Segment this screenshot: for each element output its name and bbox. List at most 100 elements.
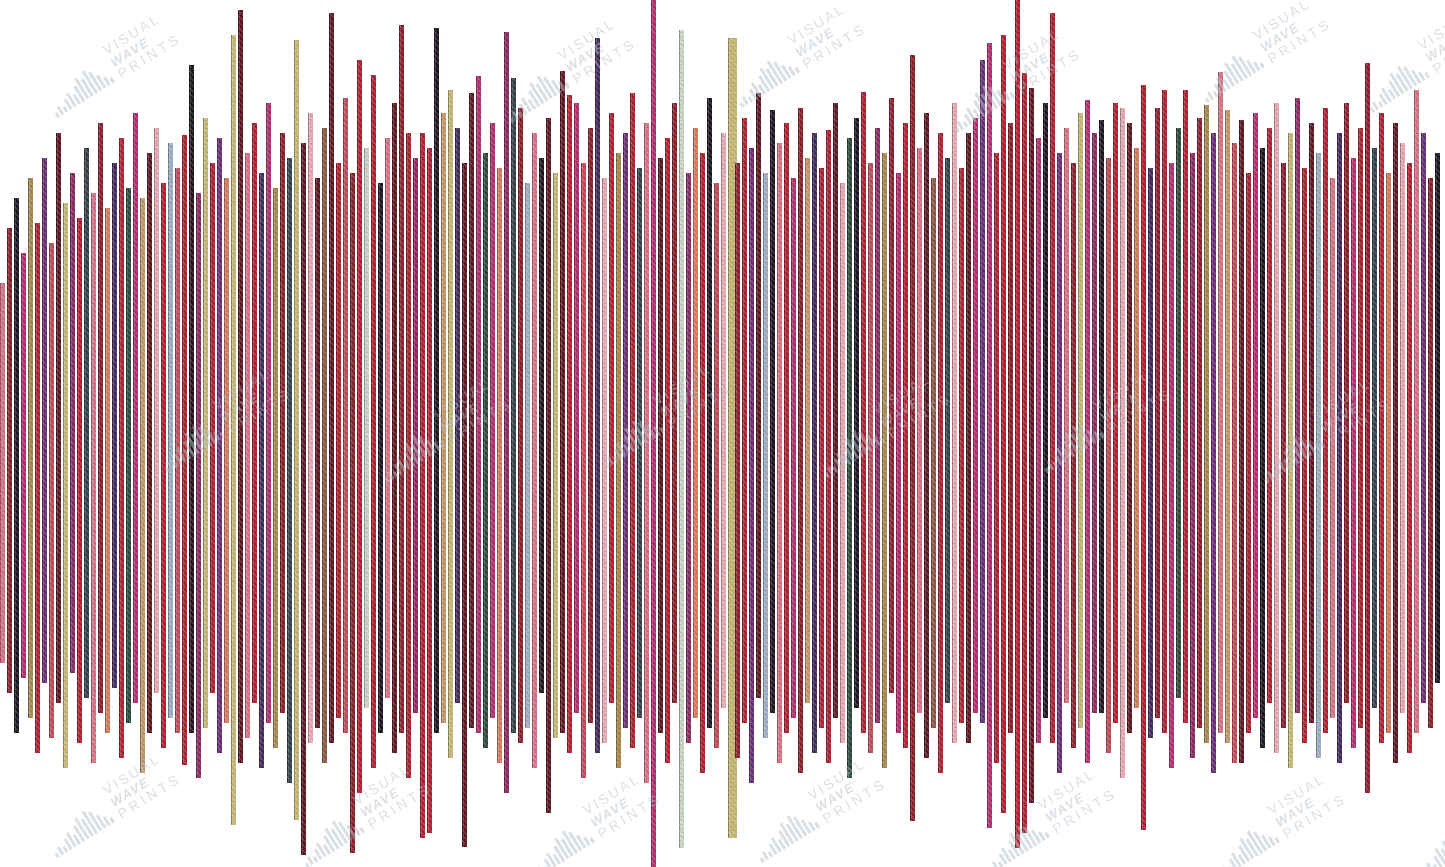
waveform-bar <box>357 60 362 793</box>
waveform-bar <box>791 178 796 718</box>
waveform-bar <box>1400 143 1405 713</box>
waveform-bar <box>1323 108 1328 733</box>
waveform-bar <box>1036 138 1041 743</box>
waveform-bar <box>133 113 138 703</box>
waveform-bar <box>644 123 649 783</box>
waveform-bar <box>343 98 348 733</box>
waveform-bar <box>287 158 292 783</box>
waveform-bar <box>441 113 446 723</box>
waveform-bar <box>805 158 810 703</box>
waveform-bar <box>945 158 950 703</box>
waveform-bar <box>1001 35 1006 813</box>
waveform-bar <box>623 133 628 728</box>
waveform-bar <box>147 153 152 733</box>
waveform-bar <box>959 168 964 723</box>
waveform-bar <box>1141 85 1146 830</box>
waveform-bar <box>679 30 684 848</box>
waveform-bar <box>280 133 285 713</box>
waveform-bar <box>1225 110 1230 743</box>
waveform-bar <box>427 148 432 833</box>
waveform-bar <box>1393 123 1398 763</box>
waveform-bar <box>490 123 495 718</box>
waveform-bar <box>903 123 908 748</box>
waveform-bar <box>259 173 264 768</box>
waveform-bar <box>1358 128 1363 728</box>
waveform-bar <box>532 133 537 768</box>
waveform-bar <box>1120 108 1125 778</box>
waveform-bar <box>140 198 145 773</box>
waveform-bar <box>448 90 453 758</box>
waveform-bar <box>994 153 999 763</box>
waveform-bar <box>1288 133 1293 768</box>
waveform-bar <box>665 138 670 763</box>
waveform-bar <box>1204 105 1209 743</box>
waveform-bar <box>1386 173 1391 733</box>
waveform-bar <box>224 178 229 723</box>
waveform-bar <box>889 98 894 693</box>
waveform-bar <box>966 133 971 743</box>
waveform-bar <box>1183 90 1188 723</box>
waveform-bar <box>847 138 852 778</box>
waveform-bar <box>189 65 194 733</box>
waveform-bar <box>1253 113 1258 718</box>
waveform-bar <box>1176 128 1181 698</box>
waveform-bar <box>1071 163 1076 748</box>
waveform-bar <box>77 218 82 743</box>
waveform-bar <box>770 110 775 713</box>
waveform-bar <box>1148 168 1153 738</box>
waveform-bar <box>651 0 656 867</box>
waveform-bar <box>1274 103 1279 753</box>
waveform-bar <box>581 163 586 778</box>
waveform-bar <box>1295 98 1300 713</box>
waveform-bar <box>364 148 369 708</box>
waveform-bar <box>63 203 68 768</box>
waveform-bar <box>560 71 565 733</box>
waveform-bar <box>714 183 719 748</box>
waveform-bar <box>1316 153 1321 758</box>
waveform-bar <box>294 40 299 820</box>
waveform-bar <box>1365 63 1370 793</box>
waveform-bar <box>98 123 103 713</box>
waveform-bar <box>406 133 411 778</box>
waveform-bar <box>1309 123 1314 723</box>
waveform-bar <box>1190 153 1195 758</box>
waveform-bar <box>763 173 768 738</box>
waveform-bar <box>329 13 334 743</box>
waveform-bar <box>882 153 887 768</box>
waveform-bar <box>7 228 12 693</box>
waveform-bar <box>1022 73 1027 833</box>
waveform-bar <box>588 128 593 723</box>
waveform-bar <box>1057 153 1062 773</box>
waveform-bar <box>574 103 579 713</box>
waveform-bar <box>1106 158 1111 753</box>
waveform-bar <box>238 10 243 763</box>
waveform-bar <box>203 118 208 728</box>
waveform-bar <box>1113 103 1118 723</box>
waveform-bar <box>868 163 873 753</box>
waveform-bar <box>735 163 740 758</box>
waveform-bar <box>819 168 824 728</box>
waveform-bar <box>1211 133 1216 773</box>
waveform-bar <box>756 93 761 698</box>
waveform-bar <box>525 183 530 728</box>
waveform-bar <box>539 158 544 693</box>
waveform-bar <box>686 173 691 743</box>
waveform-bar <box>273 188 278 748</box>
waveform-bar <box>1162 90 1167 733</box>
waveform-bar <box>952 103 957 743</box>
waveform-bar <box>749 148 754 783</box>
waveform-bar <box>1302 168 1307 743</box>
waveform-bar <box>455 128 460 703</box>
waveform-bar <box>567 95 572 753</box>
waveform-bar <box>672 103 677 703</box>
waveform-bar <box>196 193 201 778</box>
waveform-bar <box>518 108 523 743</box>
waveform-bar <box>1218 72 1223 733</box>
waveform-bar <box>301 143 306 855</box>
waveform-bar <box>1127 123 1132 733</box>
waveform-bar <box>798 108 803 773</box>
waveform-bar <box>910 55 915 821</box>
waveform-bar <box>728 38 737 838</box>
waveform-bar <box>721 133 726 708</box>
waveform-bar <box>469 93 474 728</box>
